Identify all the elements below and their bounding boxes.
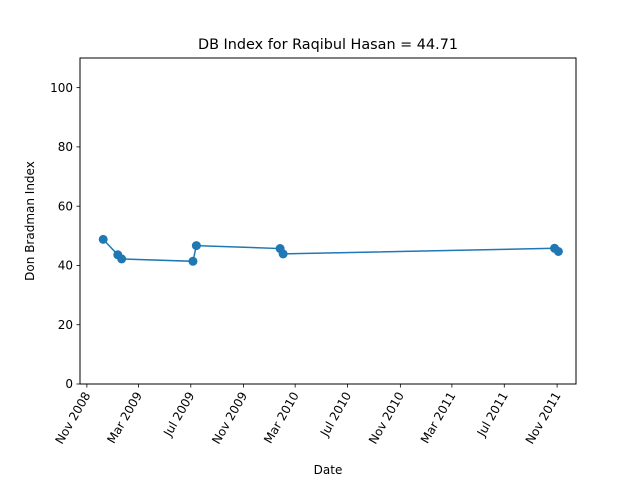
data-point: [117, 254, 127, 264]
x-axis-label: Date: [314, 463, 343, 477]
x-tick-label: Mar 2010: [261, 390, 302, 446]
x-tick-label: Nov 2009: [209, 390, 250, 447]
data-point: [191, 241, 201, 251]
data-point: [278, 249, 288, 259]
x-tick-label: Nov 2011: [523, 390, 564, 447]
y-tick-label: 20: [58, 318, 73, 332]
y-tick-label: 80: [58, 140, 73, 154]
y-tick-label: 60: [58, 199, 73, 213]
x-tick-label: Nov 2010: [366, 390, 407, 447]
x-tick-label: Nov 2008: [52, 390, 93, 447]
x-axis: Nov 2008 Mar 2009 Jul 2009 Nov 2009 Mar 2010…: [52, 384, 564, 447]
plot-area: [79, 57, 577, 385]
chart-title: DB Index for Raqibul Hasan = 44.71: [198, 37, 458, 53]
y-axis: 0 20 40 60 80 100: [50, 81, 80, 391]
x-tick-label: Mar 2011: [418, 390, 459, 446]
x-tick-label: Jul 2009: [160, 390, 197, 440]
y-tick-label: 100: [50, 81, 73, 95]
data-point: [553, 246, 563, 256]
x-tick-label: Mar 2009: [104, 390, 145, 446]
x-tick-label: Jul 2011: [474, 390, 511, 440]
data-point: [98, 234, 108, 244]
y-tick-label: 40: [58, 259, 73, 273]
data-point: [188, 256, 198, 266]
plot-frame: [79, 57, 577, 385]
series-group: [98, 234, 563, 266]
x-tick-label: Jul 2010: [317, 390, 354, 440]
y-tick-label: 0: [65, 377, 73, 391]
y-axis-label: Don Bradman Index: [23, 161, 37, 281]
